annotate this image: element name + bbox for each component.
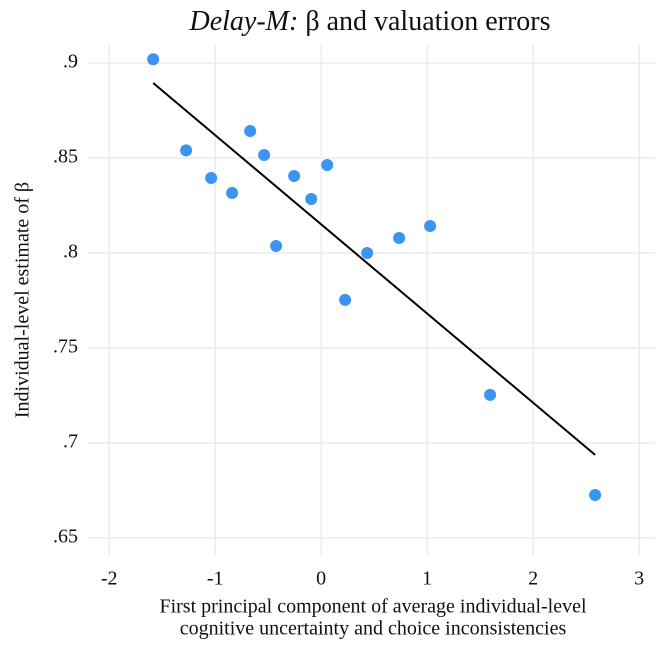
title-text: β and valuation errors [305,6,550,37]
y-tick-label: .9 [63,51,78,73]
x-axis-title: First principal component of average ind… [159,596,587,618]
point [226,186,239,199]
y-tick-label: .7 [63,431,78,453]
point [244,125,257,138]
point [339,293,352,306]
chart-title: Delay-M: β and valuation errors [189,6,551,37]
point [270,239,283,252]
x-tick-label: 2 [528,568,538,590]
point [424,220,437,233]
point [288,170,301,183]
x-tick-label: 3 [634,568,644,590]
point [321,159,334,172]
point [393,231,406,244]
y-axis-title: Individual-level estimate of β [12,182,34,418]
title-emphasis: Delay-M: [189,6,299,37]
point [589,488,602,501]
x-tick-label: 0 [316,568,326,590]
x-tick-label: -2 [101,568,118,590]
point [205,171,218,184]
x-tick-label: 1 [422,568,432,590]
y-tick-label: .65 [53,525,78,547]
point [180,144,193,157]
x-axis-title: cognitive uncertainty and choice inconsi… [180,618,567,640]
point [361,246,374,259]
fit-line [152,82,596,456]
x-tick-label: -1 [207,568,224,590]
y-tick-label: .75 [53,336,78,358]
point [258,148,271,161]
point [484,388,497,401]
y-tick-label: .8 [63,241,78,263]
point [305,193,318,206]
point [147,53,160,66]
y-tick-label: .85 [53,146,78,168]
